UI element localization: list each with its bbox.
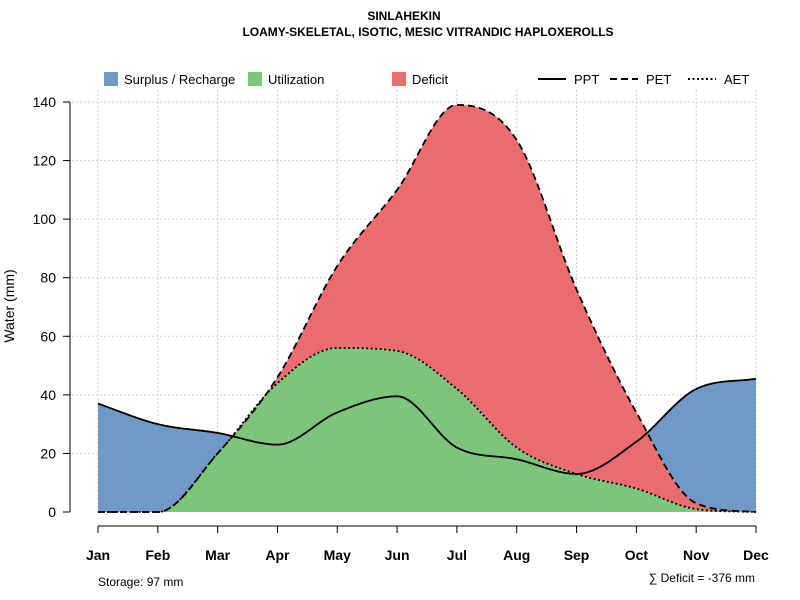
chart-subtitle: LOAMY-SKELETAL, ISOTIC, MESIC VITRANDIC … xyxy=(242,25,613,39)
y-tick-label: 60 xyxy=(40,328,56,344)
y-tick-label: 0 xyxy=(48,504,56,520)
deficit-label: ∑ Deficit = -376 mm xyxy=(649,571,755,585)
series-line-ppt xyxy=(97,377,757,475)
legend-label: PPT xyxy=(574,72,599,87)
legend-swatch xyxy=(248,72,262,86)
x-tick-label: Jul xyxy=(447,547,467,563)
chart-title: SINLAHEKIN xyxy=(367,9,440,23)
x-tick-label: Oct xyxy=(625,547,649,563)
x-tick-label: Feb xyxy=(145,547,170,563)
utilization-area xyxy=(98,348,756,512)
y-tick-label: 140 xyxy=(33,94,57,110)
y-tick-label: 20 xyxy=(40,445,56,461)
series-lines xyxy=(97,104,757,513)
y-tick-label: 120 xyxy=(33,153,57,169)
area-fills xyxy=(98,104,756,513)
legend-label: AET xyxy=(724,72,749,87)
y-tick-label: 100 xyxy=(33,211,57,227)
legend-label: Deficit xyxy=(412,72,449,87)
series-line-aet xyxy=(98,347,757,513)
legend: Surplus / Recharge Utilization Deficit PPT P… xyxy=(104,72,749,87)
x-tick-label: Nov xyxy=(683,547,710,563)
legend-label: Surplus / Recharge xyxy=(124,72,235,87)
x-tick-label: Aug xyxy=(503,547,530,563)
storage-label: Storage: 97 mm xyxy=(98,575,183,589)
deficit-area xyxy=(98,104,756,513)
axes: 0 20 40 60 80 100 120 140 Jan Feb Mar Apr May Jun Jul A… xyxy=(33,94,769,563)
legend-swatch xyxy=(392,72,406,86)
y-axis-label: Water (mm) xyxy=(1,269,17,342)
legend-swatch xyxy=(104,72,118,86)
x-tick-label: Apr xyxy=(265,547,290,563)
series-line-pet xyxy=(98,104,757,513)
y-tick-label: 80 xyxy=(40,270,56,286)
y-tick-label: 40 xyxy=(40,387,56,403)
x-tick-label: Jun xyxy=(385,547,410,563)
x-tick-label: Dec xyxy=(743,547,769,563)
x-tick-label: Sep xyxy=(564,547,590,563)
legend-label: Utilization xyxy=(268,72,324,87)
legend-label: PET xyxy=(646,72,671,87)
x-tick-label: Mar xyxy=(205,547,230,563)
surplus-area xyxy=(98,104,756,513)
x-tick-label: May xyxy=(324,547,351,563)
x-tick-label: Jan xyxy=(86,547,110,563)
